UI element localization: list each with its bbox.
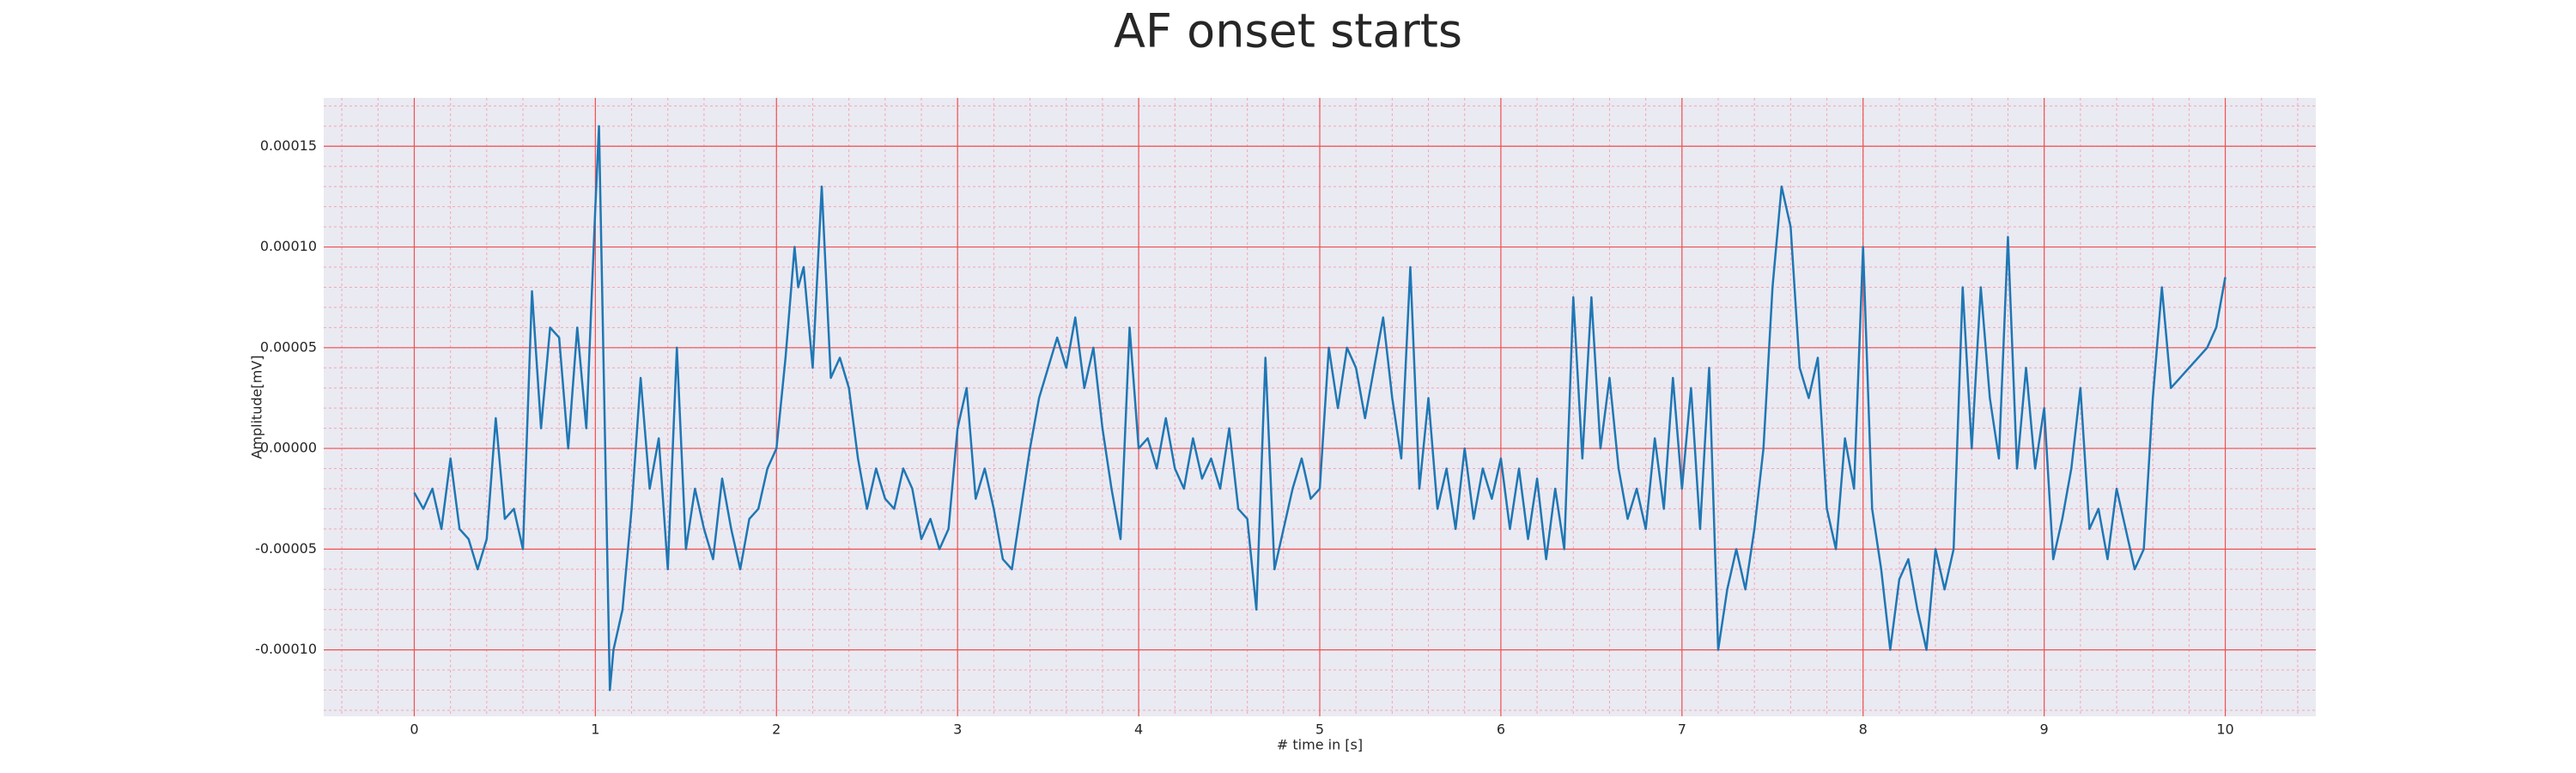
x-tick-label: 5: [1315, 721, 1324, 738]
y-tick-label: 0.00005: [260, 338, 317, 355]
y-tick-label: -0.00005: [255, 540, 317, 557]
y-tick-label: 0.00015: [260, 137, 317, 154]
x-tick-label: 7: [1678, 721, 1686, 738]
x-axis-label: # time in [s]: [1277, 737, 1363, 753]
y-axis-label: Amplitude[mV]: [249, 355, 265, 459]
x-tick-label: 0: [410, 721, 418, 738]
x-tick-label: 1: [591, 721, 599, 738]
y-tick-label: 0.00010: [260, 238, 317, 254]
y-tick-label: -0.00010: [255, 641, 317, 657]
grid: [324, 98, 2316, 716]
x-tick-label: 9: [2040, 721, 2049, 738]
x-tick-label: 3: [953, 721, 962, 738]
x-tick-label: 6: [1497, 721, 1505, 738]
x-tick-label: 4: [1134, 721, 1143, 738]
x-tick-label: 2: [772, 721, 781, 738]
y-tick-label: 0.00000: [260, 440, 317, 456]
chart-title: AF onset starts: [1114, 4, 1462, 58]
x-tick-label: 10: [2216, 721, 2233, 738]
signal-line: [413, 125, 2227, 691]
x-tick-label: 8: [1859, 721, 1868, 738]
